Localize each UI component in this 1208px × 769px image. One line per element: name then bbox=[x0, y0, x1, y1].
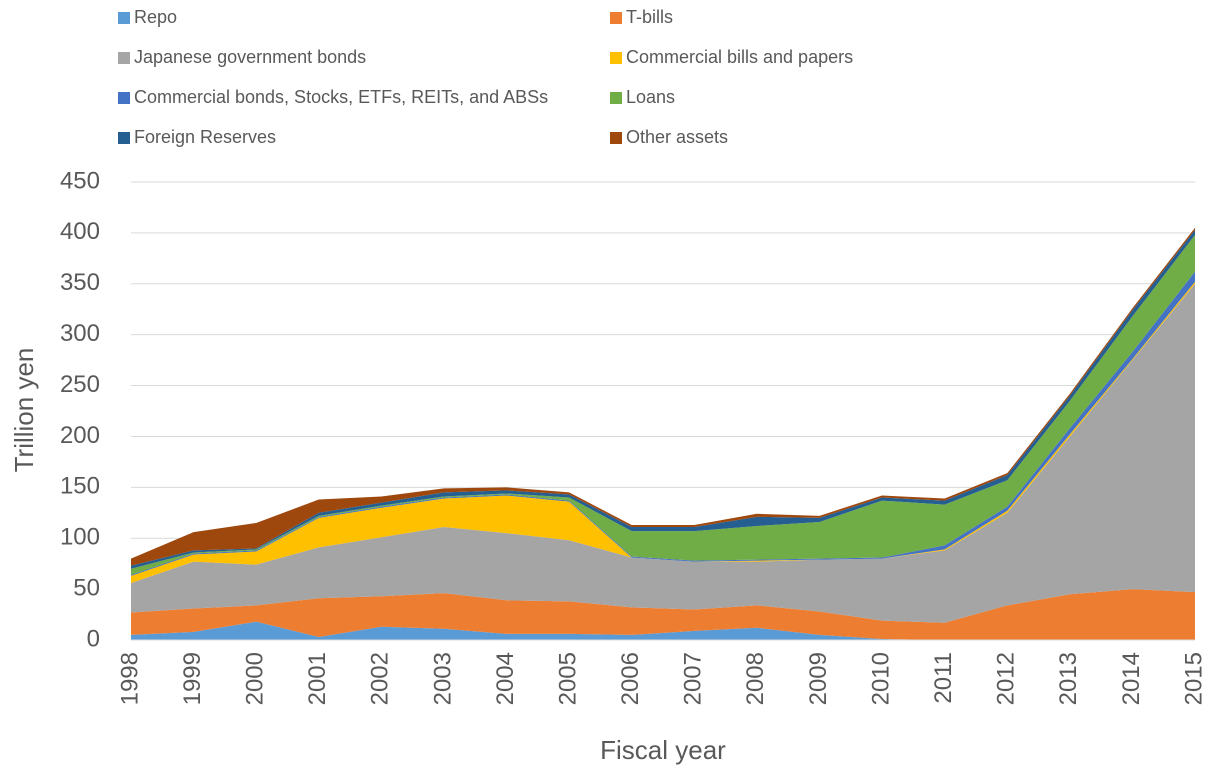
legend-label: Other assets bbox=[626, 127, 728, 147]
legend-label: T-bills bbox=[626, 7, 673, 27]
legend-swatch bbox=[118, 12, 130, 24]
legend-swatch bbox=[610, 92, 622, 104]
legend-swatch bbox=[610, 12, 622, 24]
area bbox=[131, 281, 1195, 584]
area bbox=[131, 589, 1195, 640]
x-tick-label: 2011 bbox=[930, 652, 957, 704]
x-tick-label: 1999 bbox=[179, 652, 206, 705]
legend-swatch bbox=[118, 132, 130, 144]
y-tick-label: 450 bbox=[60, 167, 100, 194]
y-axis-title: Trillion yen bbox=[9, 348, 39, 473]
x-tick-label: 2005 bbox=[554, 652, 581, 705]
x-tick-label: 2008 bbox=[742, 652, 769, 705]
x-tick-label: 2004 bbox=[492, 652, 519, 705]
x-tick-label: 2002 bbox=[367, 652, 394, 705]
legend-swatch bbox=[610, 52, 622, 64]
area bbox=[131, 621, 1195, 640]
legend-swatch bbox=[118, 52, 130, 64]
x-tick-label: 2001 bbox=[304, 652, 331, 705]
y-tick-label: 150 bbox=[60, 473, 100, 500]
x-tick-label: 2009 bbox=[805, 652, 832, 705]
area bbox=[131, 283, 1195, 623]
legend-swatch bbox=[118, 92, 130, 104]
y-tick-label: 300 bbox=[60, 320, 100, 347]
x-tick-label: 2010 bbox=[867, 652, 894, 705]
y-tick-label: 350 bbox=[60, 269, 100, 296]
legend-swatch bbox=[610, 132, 622, 144]
x-tick-label: 1998 bbox=[116, 652, 143, 705]
x-tick-label: 2013 bbox=[1055, 652, 1082, 705]
x-tick-label: 2012 bbox=[993, 652, 1020, 705]
x-tick-label: 2000 bbox=[242, 652, 269, 705]
x-tick-label: 2006 bbox=[617, 652, 644, 705]
x-tick-label: 2003 bbox=[429, 652, 456, 705]
y-tick-label: 0 bbox=[87, 625, 100, 652]
legend-label: Foreign Reserves bbox=[134, 127, 276, 147]
legend-label: Japanese government bonds bbox=[134, 47, 366, 67]
x-tick-label: 2014 bbox=[1118, 652, 1145, 705]
x-tick-label: 2007 bbox=[680, 652, 707, 705]
legend-label: Commercial bills and papers bbox=[626, 47, 853, 67]
area bbox=[131, 227, 1195, 566]
x-tick-label: 2015 bbox=[1180, 652, 1207, 705]
legend-label: Commercial bonds, Stocks, ETFs, REITs, a… bbox=[134, 87, 548, 107]
legend-label: Loans bbox=[626, 87, 675, 107]
y-tick-label: 100 bbox=[60, 524, 100, 551]
y-tick-label: 50 bbox=[73, 574, 100, 601]
x-axis-title: Fiscal year bbox=[600, 735, 726, 765]
legend-label: Repo bbox=[134, 7, 177, 27]
y-tick-label: 400 bbox=[60, 218, 100, 245]
y-tick-label: 200 bbox=[60, 422, 100, 449]
y-tick-label: 250 bbox=[60, 371, 100, 398]
